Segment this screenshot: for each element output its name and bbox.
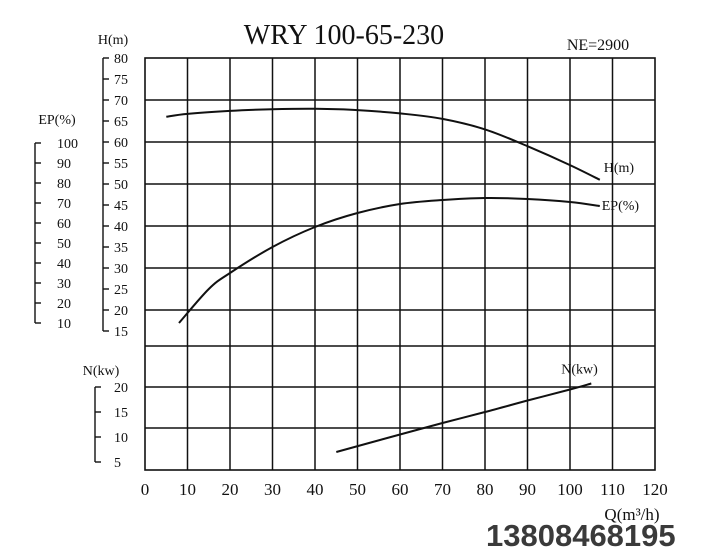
x-axis: 0 10 20 30 40 50 60 70 80 90 100 110 120 Q(m³/h) (141, 480, 668, 524)
tick-label: 30 (57, 277, 71, 292)
tick-label: 40 (57, 257, 71, 272)
series-label: N(kw) (561, 363, 598, 378)
x-tick-label: 0 (141, 480, 150, 499)
chart-subtitle: NE=2900 (567, 37, 629, 54)
tick-label: 20 (57, 297, 71, 312)
tick-label: 10 (57, 317, 71, 332)
tick-label: 70 (57, 197, 71, 212)
series-line (336, 382, 592, 453)
tick-label: 70 (114, 94, 128, 109)
tick-label: 65 (114, 115, 128, 130)
tick-label: 90 (57, 157, 71, 172)
series-ep: EP(%) (178, 196, 640, 324)
tick-label: 40 (114, 220, 128, 235)
series-label: H(m) (604, 161, 635, 176)
tick-label: 60 (57, 217, 71, 232)
axis-label: H(m) (98, 33, 129, 48)
tick-label: 10 (114, 431, 128, 446)
x-tick-label: 50 (349, 480, 366, 499)
tick-label: 80 (57, 177, 71, 192)
tick-label: 20 (114, 304, 128, 319)
x-tick-label: 30 (264, 480, 281, 499)
axis-h: H(m) 80 75 70 65 60 55 50 45 40 35 30 25 20 15 (98, 33, 129, 340)
x-tick-label: 120 (642, 480, 668, 499)
axis-ep: EP(%) 100 90 80 70 60 50 40 30 20 10 (34, 113, 78, 332)
tick-label: 25 (114, 283, 128, 298)
tick-label: 50 (114, 178, 128, 193)
tick-label: 15 (114, 325, 128, 340)
tick-label: 75 (114, 73, 128, 88)
tick-label: 55 (114, 157, 128, 172)
tick-label: 100 (57, 137, 78, 152)
axes: H(m) 80 75 70 65 60 55 50 45 40 35 30 25 20 15 EP(%) 100… (34, 33, 129, 471)
tick-label: 80 (114, 52, 128, 67)
x-tick-label: 110 (600, 480, 625, 499)
tick-label: 5 (114, 456, 121, 471)
tick-label: 45 (114, 199, 128, 214)
axis-label: N(kw) (83, 364, 120, 379)
x-tick-label: 20 (222, 480, 239, 499)
tick-label: 35 (114, 241, 128, 256)
series-line (166, 107, 601, 181)
tick-label: 15 (114, 406, 128, 421)
axis-n: N(kw) 20 15 10 5 (83, 364, 128, 471)
x-tick-label: 70 (434, 480, 451, 499)
tick-label: 30 (114, 262, 128, 277)
series-label: EP(%) (602, 199, 640, 214)
series-h: H(m) (166, 107, 635, 181)
x-tick-label: 90 (519, 480, 536, 499)
axis-label: EP(%) (38, 113, 76, 128)
series-n: N(kw) (336, 363, 598, 453)
series: H(m) EP(%) N(kw) (166, 107, 640, 453)
x-axis-label: Q(m³/h) (604, 505, 659, 524)
x-tick-label: 80 (477, 480, 494, 499)
x-tick-label: 10 (179, 480, 196, 499)
chart-title: WRY 100-65-230 (244, 20, 444, 51)
series-line (178, 196, 600, 324)
x-tick-label: 60 (392, 480, 409, 499)
watermark-text: 13808468195 (486, 518, 676, 550)
x-tick-label: 40 (307, 480, 324, 499)
tick-label: 50 (57, 237, 71, 252)
tick-label: 20 (114, 381, 128, 396)
x-tick-label: 100 (557, 480, 583, 499)
tick-label: 60 (114, 136, 128, 151)
grid (144, 57, 656, 471)
